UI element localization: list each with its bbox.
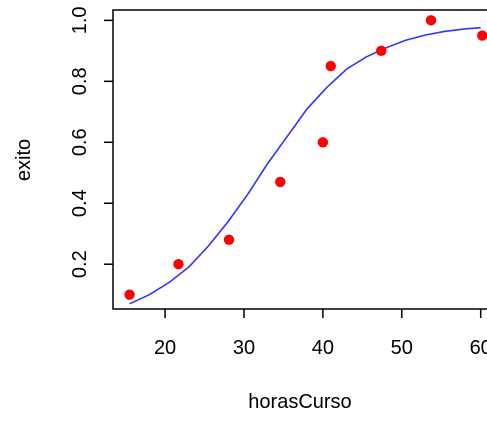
data-point <box>325 60 336 72</box>
y-axis-label: exito <box>13 139 35 181</box>
x-tick-label: 60 <box>470 337 487 359</box>
x-tick-label: 50 <box>391 337 413 359</box>
x-tick-label: 40 <box>312 337 334 359</box>
data-point <box>376 45 387 57</box>
fitted-curve-line <box>129 26 481 305</box>
x-axis-label: horasCurso <box>248 391 351 413</box>
points-layer <box>124 15 487 300</box>
y-tick-label: 1.0 <box>69 6 91 34</box>
axis-layer: 20 30 40 50 60 0.2 0.4 0.6 0.8 1.0 <box>69 6 487 359</box>
data-point <box>425 15 437 26</box>
x-tick-label: 30 <box>233 337 255 359</box>
data-point <box>223 234 235 246</box>
x-tick-label: 20 <box>154 337 176 359</box>
y-tick-label: 0.6 <box>69 128 91 156</box>
y-tick-label: 0.8 <box>69 67 91 95</box>
fitted-curve-layer <box>129 26 481 305</box>
data-point <box>317 137 329 148</box>
data-point <box>124 289 135 300</box>
plot-box <box>112 9 487 310</box>
y-tick-label: 0.4 <box>69 189 91 217</box>
data-point <box>477 30 487 41</box>
data-point <box>275 176 286 188</box>
y-tick-label: 0.2 <box>69 250 91 278</box>
data-point <box>173 258 184 270</box>
